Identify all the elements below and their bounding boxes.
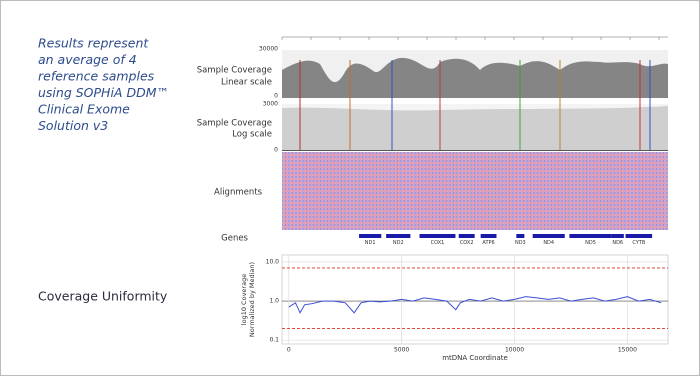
- note-line: Clinical Exome: [38, 102, 130, 117]
- track-label: Alignments: [214, 188, 263, 198]
- track-label: Linear scale: [221, 78, 272, 88]
- y-axis-title: Normalized by Median): [248, 262, 256, 337]
- gene-label: ND6: [612, 240, 623, 246]
- slide: Results representan average of 4 referenc…: [0, 0, 700, 376]
- x-tick-label: 0: [287, 347, 291, 354]
- log-coverage: [282, 104, 668, 150]
- gene-label: COX2: [460, 240, 474, 246]
- y-tick-label: 1.0: [269, 298, 279, 305]
- gene-label: ND4: [543, 240, 554, 246]
- y-tick-label: 10.0: [266, 258, 280, 265]
- x-tick-label: 5000: [394, 347, 409, 354]
- note-line: using SOPHiA DDM™: [38, 85, 169, 100]
- gene-label: ND2: [393, 240, 404, 246]
- note-line: an average of 4: [38, 52, 137, 67]
- gene-label: ATP6: [482, 240, 494, 246]
- gene-label: ND3: [515, 240, 526, 246]
- gene-label: ND1: [365, 240, 376, 246]
- gene-label: COX1: [431, 240, 445, 246]
- range-label: 30000: [259, 46, 278, 53]
- gene-bar: [459, 234, 475, 238]
- track-label: Sample Coverage: [197, 66, 272, 76]
- note-line: Results represent: [38, 36, 149, 51]
- note-line: Solution v3: [38, 118, 108, 133]
- gene-bar: [533, 234, 565, 238]
- note-line: reference samples: [38, 69, 155, 84]
- track-label: Genes: [221, 234, 248, 244]
- alignments: [282, 152, 668, 230]
- range-label: 3000: [263, 101, 278, 108]
- section-label: Coverage Uniformity: [38, 289, 168, 304]
- gene-bar: [612, 234, 624, 238]
- x-axis-title: mtDNA Coordinate: [442, 354, 508, 362]
- gene-bar: [420, 234, 456, 238]
- track-label: Sample Coverage: [197, 119, 272, 129]
- x-tick-label: 10000: [505, 347, 524, 354]
- gene-bar: [516, 234, 524, 238]
- range-label: 0: [274, 93, 278, 100]
- y-tick-label: 0.1: [269, 337, 279, 344]
- y-axis-title: log10 Coverage: [240, 274, 248, 325]
- gene-label: CYTB: [632, 240, 646, 246]
- range-label: 0: [274, 147, 278, 154]
- gene-bar: [386, 234, 410, 238]
- gene-bar: [626, 234, 653, 238]
- gene-bar: [481, 234, 497, 238]
- track-label: Log scale: [232, 130, 272, 140]
- gene-label: ND5: [585, 240, 596, 246]
- gene-bar: [569, 234, 611, 238]
- x-tick-label: 15000: [618, 347, 637, 354]
- gene-bar: [359, 234, 381, 238]
